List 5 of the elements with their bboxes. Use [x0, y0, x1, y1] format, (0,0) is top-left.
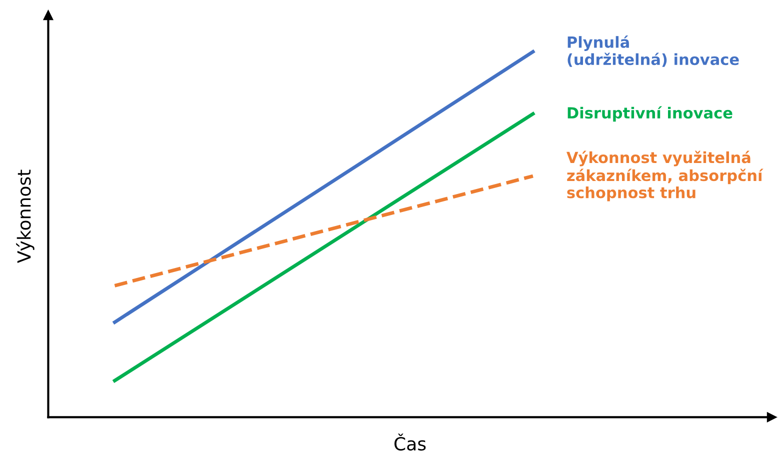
text: Výkonnost využitelná zákazníkem, absorpční schopnost trhu	[566, 150, 764, 202]
x-axis-title: Čas	[394, 434, 426, 451]
text: Plynulá (udržitelná) inovace	[568, 35, 739, 67]
text: Disruptivní inovace	[568, 106, 732, 122]
y-axis-title: Výkonnost	[16, 170, 34, 263]
